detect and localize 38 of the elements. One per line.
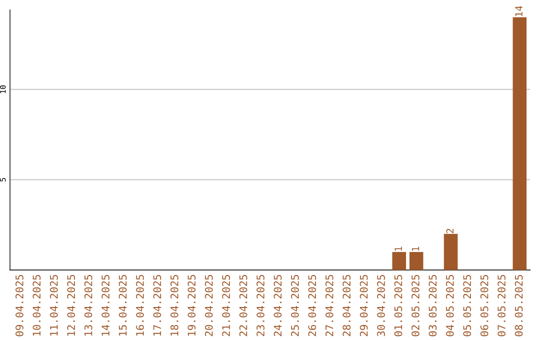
bar bbox=[392, 252, 406, 270]
data-label: 2 bbox=[446, 228, 454, 234]
x-tick-label: 24.04.2025 bbox=[274, 275, 282, 336]
x-tick-label: 16.04.2025 bbox=[136, 275, 144, 336]
bar bbox=[409, 252, 424, 270]
x-tick-label: 26.04.2025 bbox=[308, 275, 316, 336]
x-tick-label: 11.04.2025 bbox=[50, 275, 58, 336]
bar bbox=[444, 234, 458, 270]
x-tick-label: 20.04.2025 bbox=[204, 275, 213, 336]
x-tick-label: 02.05.2025 bbox=[412, 275, 420, 336]
x-tick-label: 01.05.2025 bbox=[394, 275, 402, 336]
bar bbox=[512, 17, 527, 270]
x-tick-label: 12.04.2025 bbox=[67, 275, 76, 336]
x-tick-label: 17.04.2025 bbox=[153, 275, 162, 336]
x-tick-label: 06.05.2025 bbox=[480, 275, 488, 336]
x-tick-label: 09.04.2025 bbox=[16, 275, 24, 336]
data-label: 1 bbox=[394, 246, 402, 251]
x-tick-label: 19.04.2025 bbox=[188, 275, 196, 336]
data-label: 1 bbox=[412, 246, 420, 251]
x-tick-label: 08.05.2025 bbox=[514, 275, 523, 336]
x-tick-label: 21.04.2025 bbox=[222, 275, 230, 336]
x-tick-label: 07.05.2025 bbox=[498, 275, 506, 336]
x-tick-label: 29.04.2025 bbox=[360, 275, 368, 336]
x-tick-label: 30.04.2025 bbox=[377, 275, 385, 336]
x-tick-label: 25.04.2025 bbox=[291, 275, 299, 336]
x-tick-label: 10.04.2025 bbox=[32, 275, 41, 336]
x-tick-label: 05.05.2025 bbox=[463, 275, 472, 336]
x-tick-label: 13.04.2025 bbox=[84, 275, 92, 336]
x-tick-label: 14.04.2025 bbox=[102, 275, 110, 336]
x-tick-label: 27.04.2025 bbox=[325, 275, 334, 336]
x-tick-label: 15.04.2025 bbox=[118, 275, 127, 336]
data-label: 14 bbox=[515, 6, 522, 16]
x-tick-label: 23.04.2025 bbox=[256, 275, 264, 336]
x-tick-label: 03.05.2025 bbox=[428, 275, 437, 336]
x-tick-label: 18.04.2025 bbox=[170, 275, 178, 336]
x-tick-label: 22.04.2025 bbox=[239, 275, 248, 336]
x-tick-label: 04.05.2025 bbox=[446, 275, 454, 336]
x-tick-label: 28.04.2025 bbox=[342, 275, 351, 336]
